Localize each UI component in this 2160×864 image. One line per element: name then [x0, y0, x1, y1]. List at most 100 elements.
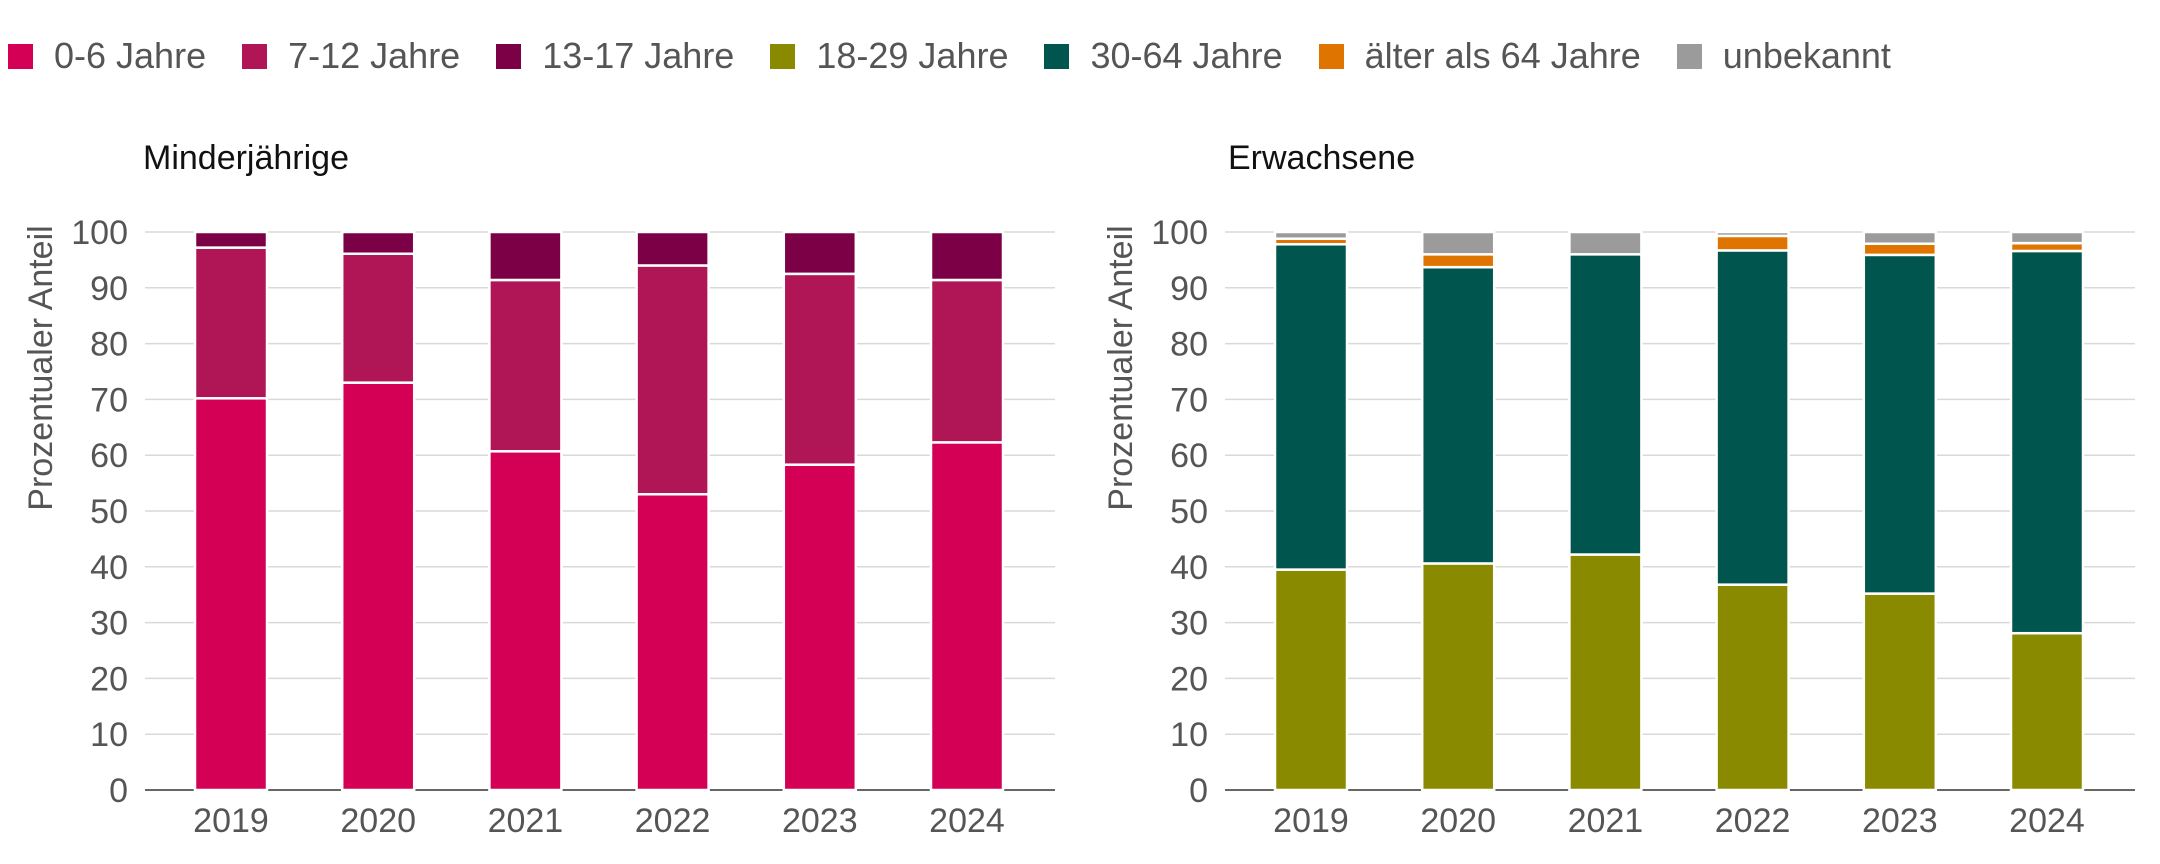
y-tick-label: 90	[90, 270, 128, 308]
bar-segment	[488, 230, 563, 282]
bar-segment	[1568, 553, 1643, 792]
y-tick-label: 80	[1170, 326, 1208, 364]
y-tick-label: 30	[90, 605, 128, 643]
bar-segment	[340, 252, 416, 384]
legend-swatch	[496, 43, 522, 69]
legend-label: 18-29 Jahre	[816, 35, 1009, 76]
y-tick-label: 90	[1170, 270, 1208, 308]
y-tick-label: 50	[1170, 493, 1208, 531]
bar-segment	[1273, 243, 1349, 571]
bar-segment	[488, 278, 563, 453]
y-tick-label: 30	[1170, 605, 1208, 643]
x-tick-label: 2024	[929, 802, 1005, 840]
bar-segment	[488, 450, 563, 792]
bar-segment	[635, 230, 710, 267]
bar-segment	[193, 230, 269, 249]
x-tick-label: 2020	[1420, 802, 1496, 840]
x-tick-label: 2022	[1715, 802, 1791, 840]
bar-segment	[2009, 230, 2085, 245]
legend-item: 18-29 Jahre	[770, 35, 1008, 77]
legend: 0-6 Jahre 7-12 Jahre 13-17 Jahre 18-29 Jahr…	[8, 30, 1927, 82]
bar-segment	[1568, 230, 1643, 256]
y-tick-label: 0	[1189, 772, 1208, 810]
bar-segment	[1420, 253, 1496, 269]
y-tick-label: 70	[1170, 381, 1208, 419]
legend-swatch	[8, 43, 33, 69]
bar-segment	[340, 230, 416, 256]
legend-label: 30-64 Jahre	[1090, 35, 1283, 76]
chart-panel-minors: Minderjährige 0 10 20 30 40 50 60 70 80 90 100 Proz…	[22, 139, 1055, 840]
legend-swatch	[1318, 43, 1344, 69]
y-tick-label: 50	[90, 493, 128, 531]
bar-segment	[782, 230, 858, 276]
bar-segment	[2009, 249, 2085, 635]
legend-item: 30-64 Jahre	[1044, 35, 1283, 77]
y-tick-label: 40	[1170, 549, 1208, 587]
bar-segment	[1273, 568, 1349, 792]
x-tick-label: 2023	[782, 802, 858, 840]
bar-segment	[1420, 562, 1496, 792]
bar-segment	[1568, 253, 1643, 556]
x-tick-label: 2020	[340, 802, 416, 840]
bar-segment	[1715, 230, 1790, 238]
bar-segment	[635, 493, 710, 792]
bar-segment	[340, 381, 416, 792]
y-axis-label: Prozentualer Anteil	[22, 225, 60, 510]
bar-segment	[1420, 265, 1496, 565]
legend-label: 7-12 Jahre	[288, 35, 461, 76]
bar-segment	[929, 230, 1005, 282]
bar-segment	[2009, 631, 2085, 792]
legend-item: 7-12 Jahre	[242, 35, 460, 77]
y-tick-label: 70	[90, 381, 128, 419]
y-tick-label: 60	[90, 437, 128, 475]
legend-item: 0-6 Jahre	[8, 35, 206, 77]
bar-segment	[1862, 592, 1938, 792]
legend-item: 13-17 Jahre	[496, 35, 734, 77]
chart-title-adults: Erwachsene	[1228, 139, 1416, 177]
x-tick-label: 2019	[193, 802, 269, 840]
x-tick-label: 2021	[1568, 802, 1644, 840]
chart-adults: 0 10 20 30 40 50 60 70 80 90 100 Prozentualer Antei…	[1102, 214, 2135, 840]
y-tick-label: 20	[1170, 660, 1208, 698]
legend-item: unbekannt	[1676, 35, 1891, 77]
legend-label: älter als 64 Jahre	[1364, 35, 1641, 76]
bar-segment	[1862, 253, 1938, 595]
y-tick-label: 10	[1170, 716, 1208, 754]
bar-segment	[782, 272, 858, 466]
y-tick-label: 20	[90, 660, 128, 698]
bar-segment	[1420, 230, 1496, 256]
x-tick-label: 2024	[2009, 802, 2085, 840]
chart-title-minors: Minderjährige	[143, 139, 349, 177]
legend-label: 13-17 Jahre	[542, 35, 735, 76]
bar-segment	[1862, 242, 1938, 257]
x-tick-label: 2022	[635, 802, 711, 840]
x-tick-label: 2021	[488, 802, 564, 840]
bar-segment	[929, 441, 1005, 792]
y-tick-label: 60	[1170, 437, 1208, 475]
bar-segment	[193, 397, 269, 792]
legend-item: älter als 64 Jahre	[1318, 35, 1641, 77]
legend-swatch	[1044, 43, 1070, 69]
bar-segment	[1715, 249, 1790, 586]
chart-panel-adults: Erwachsene 0 10 20 30 40 50 60 70 80 90 100 Prozent…	[1080, 0, 2160, 864]
bar-segment	[1862, 230, 1938, 245]
y-tick-label: 80	[90, 326, 128, 364]
legend-swatch	[1676, 43, 1702, 69]
bar-segment	[1715, 234, 1790, 252]
x-tick-label: 2019	[1273, 802, 1349, 840]
y-tick-label: 40	[90, 549, 128, 587]
y-axis-label: Prozentualer Anteil	[1102, 225, 1140, 510]
bar-segment	[929, 278, 1005, 444]
y-tick-label: 100	[1151, 214, 1208, 252]
y-tick-label: 10	[90, 716, 128, 754]
x-tick-label: 2023	[1862, 802, 1938, 840]
bar-segment	[782, 463, 858, 792]
y-tick-label: 100	[71, 214, 128, 252]
legend-label: 0-6 Jahre	[54, 35, 207, 76]
bar-segment	[1273, 230, 1349, 240]
legend-swatch	[770, 43, 796, 69]
y-tick-label: 0	[109, 772, 128, 810]
bar-segment	[1715, 583, 1790, 792]
legend-label: unbekannt	[1722, 35, 1891, 76]
bar-segment	[635, 264, 710, 496]
